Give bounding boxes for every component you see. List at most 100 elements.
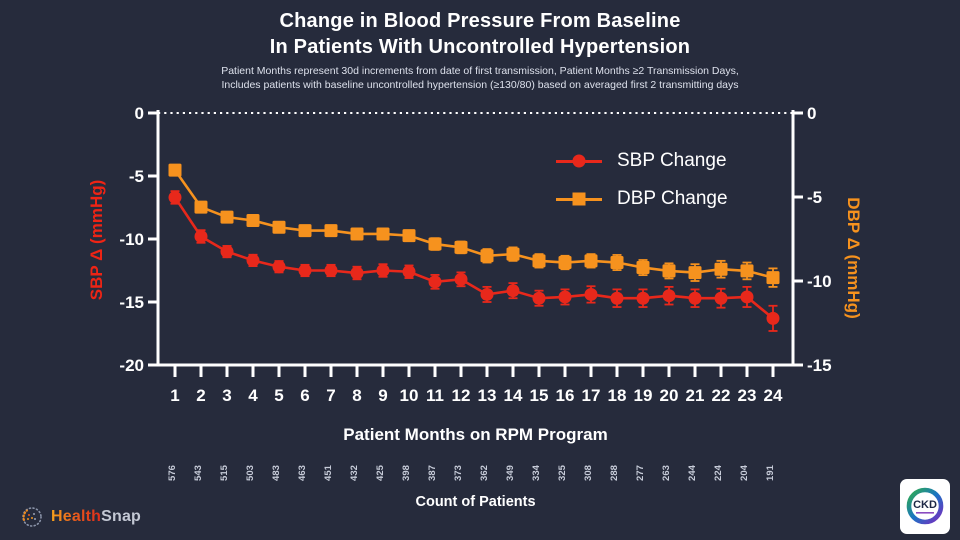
patient-count-value: 204 <box>739 464 750 481</box>
ckd-ring-icon: CKD <box>906 487 944 524</box>
patient-count-value: 503 <box>245 465 256 481</box>
data-point-circle <box>298 264 312 277</box>
chart-subtitle-line2: Includes patients with baseline uncontro… <box>221 79 739 91</box>
left-axis-tick-label: -15 <box>119 293 144 312</box>
dbp-series <box>168 163 780 288</box>
data-point-square <box>376 227 390 241</box>
healthsnap-dotted-globe-icon <box>22 507 42 527</box>
healthsnap-logo: HealthSnap <box>20 505 141 529</box>
sbp-series <box>168 190 780 332</box>
data-point-circle <box>740 290 754 304</box>
left-axis-title: SBP Δ (mmHg) <box>87 179 106 301</box>
data-point-square <box>220 210 234 224</box>
patient-count-value: 432 <box>349 465 360 481</box>
patient-count-value: 277 <box>635 465 646 481</box>
x-axis-tick-label: 15 <box>530 386 549 405</box>
patient-count-value: 543 <box>193 465 204 481</box>
data-point-square <box>454 240 468 254</box>
data-point-square <box>194 200 208 214</box>
data-point-circle <box>272 260 286 274</box>
chart-title: Change in Blood Pressure From Baseline I… <box>0 8 960 60</box>
x-axis-tick-label: 3 <box>222 386 231 405</box>
patient-count-value: 425 <box>375 464 386 481</box>
x-axis-tick-label: 18 <box>608 386 627 405</box>
x-axis-tick-label: 24 <box>764 386 783 405</box>
x-axis-tick-label: 11 <box>426 386 444 405</box>
dbp-legend-marker-icon <box>556 192 602 207</box>
x-axis-tick-label: 6 <box>300 386 309 405</box>
data-point-circle <box>376 264 390 277</box>
x-axis-tick-label: 4 <box>248 386 258 405</box>
x-axis-tick-label: 21 <box>686 386 705 405</box>
x-axis-tick-label: 8 <box>352 386 361 405</box>
x-axis-tick-label: 2 <box>196 386 205 405</box>
data-point-circle <box>428 275 442 289</box>
chart-subtitle: Patient Months represent 30d increments … <box>0 64 960 92</box>
data-point-circle <box>558 290 572 304</box>
data-point-square <box>740 264 754 278</box>
data-point-circle <box>506 284 520 298</box>
data-point-square <box>402 229 416 243</box>
data-point-circle <box>584 287 598 301</box>
data-point-square <box>636 261 650 275</box>
right-axis-tick-label: -15 <box>807 356 832 375</box>
legend-item-dbp: DBP Change <box>556 180 728 218</box>
data-point-circle <box>636 291 650 305</box>
patient-count-value: 483 <box>271 465 282 481</box>
left-axis-tick-label: 0 <box>135 104 144 123</box>
patient-count-value: 373 <box>453 465 464 481</box>
x-axis-tick-label: 19 <box>634 386 653 405</box>
x-axis-tick-label: 5 <box>274 386 283 405</box>
legend: SBP Change DBP Change <box>556 142 728 218</box>
x-axis-tick-label: 14 <box>504 386 523 405</box>
right-axis-title: DBP Δ (mmHg) <box>844 197 863 319</box>
right-axis-tick-label: 0 <box>807 104 816 123</box>
patient-count-value: 576 <box>167 465 178 481</box>
healthsnap-wordmark: HealthSnap <box>51 508 142 525</box>
data-point-circle <box>220 245 234 259</box>
data-point-square <box>558 256 572 270</box>
data-point-circle <box>454 272 468 286</box>
data-point-square <box>428 237 442 251</box>
x-axis-tick-label: 13 <box>478 386 497 405</box>
data-point-circle <box>610 291 624 305</box>
patient-count-value: 263 <box>661 465 672 481</box>
data-point-square <box>766 271 780 285</box>
right-axis-tick-label: -10 <box>807 272 832 291</box>
x-axis-tick-label: 12 <box>452 386 471 405</box>
x-axis-title: Patient Months on RPM Program <box>343 425 608 444</box>
data-point-square <box>298 224 312 238</box>
x-axis-tick-label: 7 <box>326 386 335 405</box>
chart-subtitle-line1: Patient Months represent 30d increments … <box>221 65 739 77</box>
chart-title-line1: Change in Blood Pressure From Baseline <box>279 10 681 32</box>
counts-axis-title: Count of Patients <box>415 494 536 510</box>
patient-count-value: 325 <box>557 464 568 481</box>
ckd-smalltext-decoration <box>916 511 934 514</box>
data-point-circle <box>324 264 338 277</box>
patient-count-value: 308 <box>583 465 594 481</box>
data-point-circle <box>766 311 780 325</box>
patient-count-value: 451 <box>323 464 334 481</box>
data-point-square <box>350 227 364 241</box>
data-point-square <box>532 254 546 268</box>
x-axis-tick-label: 23 <box>738 386 757 405</box>
data-point-square <box>272 220 286 234</box>
patient-count-value: 244 <box>687 464 698 481</box>
data-point-square <box>246 214 260 228</box>
data-point-square <box>584 254 598 268</box>
patient-count-value: 398 <box>401 465 412 481</box>
data-point-circle <box>246 253 260 267</box>
data-point-square <box>168 163 182 177</box>
left-axis-tick-label: -10 <box>119 230 144 249</box>
x-axis-tick-label: 9 <box>378 386 387 405</box>
data-point-square <box>480 249 494 263</box>
patient-count-value: 349 <box>505 465 516 481</box>
x-axis-tick-label: 16 <box>556 386 575 405</box>
left-axis-tick-label: -20 <box>119 356 144 375</box>
data-point-circle <box>714 291 728 305</box>
patient-count-value: 191 <box>765 464 776 481</box>
x-axis-tick-label: 20 <box>660 386 679 405</box>
data-point-circle <box>350 266 364 280</box>
data-point-circle <box>194 229 208 243</box>
data-point-square <box>506 247 520 261</box>
